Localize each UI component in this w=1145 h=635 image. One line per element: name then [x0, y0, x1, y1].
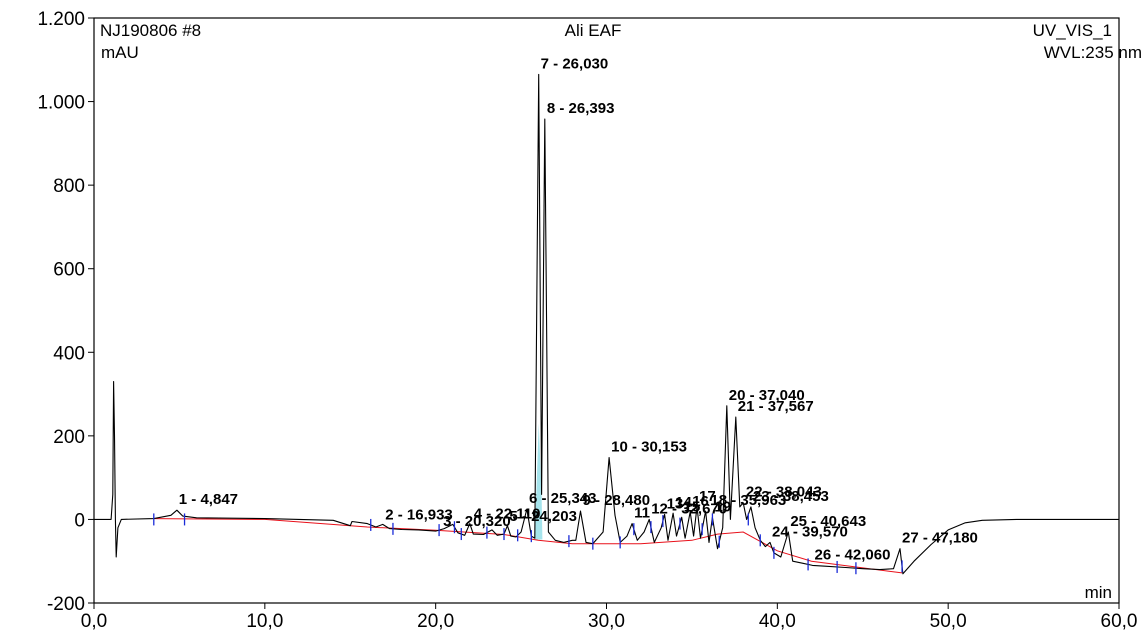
peak-label: 15 — [684, 498, 701, 515]
peak-label: 7 - 26,030 — [541, 55, 609, 72]
peak-label: 11 — [634, 505, 650, 522]
x-axis-ticks: 0,0 10,0 20,0 30,0 40,0 50,0 60,0 — [81, 603, 1138, 632]
peak-label: 21 - 37,567 — [738, 398, 814, 415]
y-tick-label: 1.200 — [37, 9, 85, 30]
peak-label: 16 — [692, 493, 709, 510]
x-tick-label: 50,0 — [930, 611, 967, 632]
chart-title: Ali EAF — [565, 21, 622, 40]
peak-label: 18 - 35,963 — [710, 492, 786, 509]
peak-label: 14 — [675, 494, 692, 511]
x-tick-label: 40,0 — [759, 611, 796, 632]
peak-label: 9 - 28,480 — [583, 492, 651, 509]
y-tick-label: 0 — [74, 510, 85, 531]
peak-label: 12 - 32,670 — [651, 500, 727, 517]
y-tick-label: 400 — [53, 343, 85, 364]
peak-label: 25 - 40,643 — [790, 513, 866, 530]
peak-label: 5 - 24,203 — [509, 508, 577, 525]
y-tick-label: 1.000 — [37, 93, 85, 114]
peak-label: 26 - 42,060 — [815, 546, 891, 563]
x-tick-label: 10,0 — [246, 611, 283, 632]
peak-label: 13 — [667, 495, 684, 512]
x-tick-label: 20,0 — [417, 611, 454, 632]
x-axis-unit: min — [1085, 583, 1112, 602]
chromatogram-trace — [94, 73, 1119, 575]
channel-name: UV_VIS_1 — [1033, 21, 1112, 40]
series-line — [94, 73, 1119, 575]
wavelength: WVL:235 nm — [1044, 43, 1142, 62]
peak-label: 2 - 16,933 — [385, 506, 453, 523]
x-tick-label: 60,0 — [1101, 611, 1138, 632]
y-axis-ticks: -200 0 200 400 600 800 1.000 1.200 — [37, 9, 94, 615]
peak-label: 6 - 25,343 — [529, 490, 597, 507]
peak-label: 3 - 20,320 — [443, 513, 511, 530]
shaded-peak-area — [534, 423, 543, 540]
shaded-peak — [534, 423, 543, 540]
peak-label: 1 - 4,847 — [179, 491, 238, 508]
peak-label: 4 - 22,110 — [474, 505, 541, 522]
peak-boundary-markers — [153, 513, 903, 575]
peak-label: 10 - 30,153 — [611, 439, 687, 456]
y-tick-label: 600 — [53, 260, 85, 281]
sample-name: NJ190806 #8 — [100, 21, 201, 40]
peak-label: 24 - 39,570 — [772, 523, 848, 540]
peak-label: 17 — [699, 488, 716, 505]
y-tick-label: 200 — [53, 427, 85, 448]
peak-label: 19 — [714, 498, 731, 515]
x-tick-label: 30,0 — [588, 611, 625, 632]
y-axis-unit: mAU — [101, 43, 139, 62]
y-tick-label: 800 — [53, 176, 85, 197]
peak-label: 20 - 37,040 — [729, 387, 805, 404]
y-tick-label: -200 — [47, 594, 85, 615]
peak-label: 23 - 38,453 — [753, 488, 829, 505]
peak-label: 8 - 26,393 — [547, 100, 615, 117]
x-tick-label: 0,0 — [81, 611, 107, 632]
peak-label: 22 - 38,043 — [746, 484, 822, 501]
peak-label: 27 - 47,180 — [902, 530, 978, 547]
